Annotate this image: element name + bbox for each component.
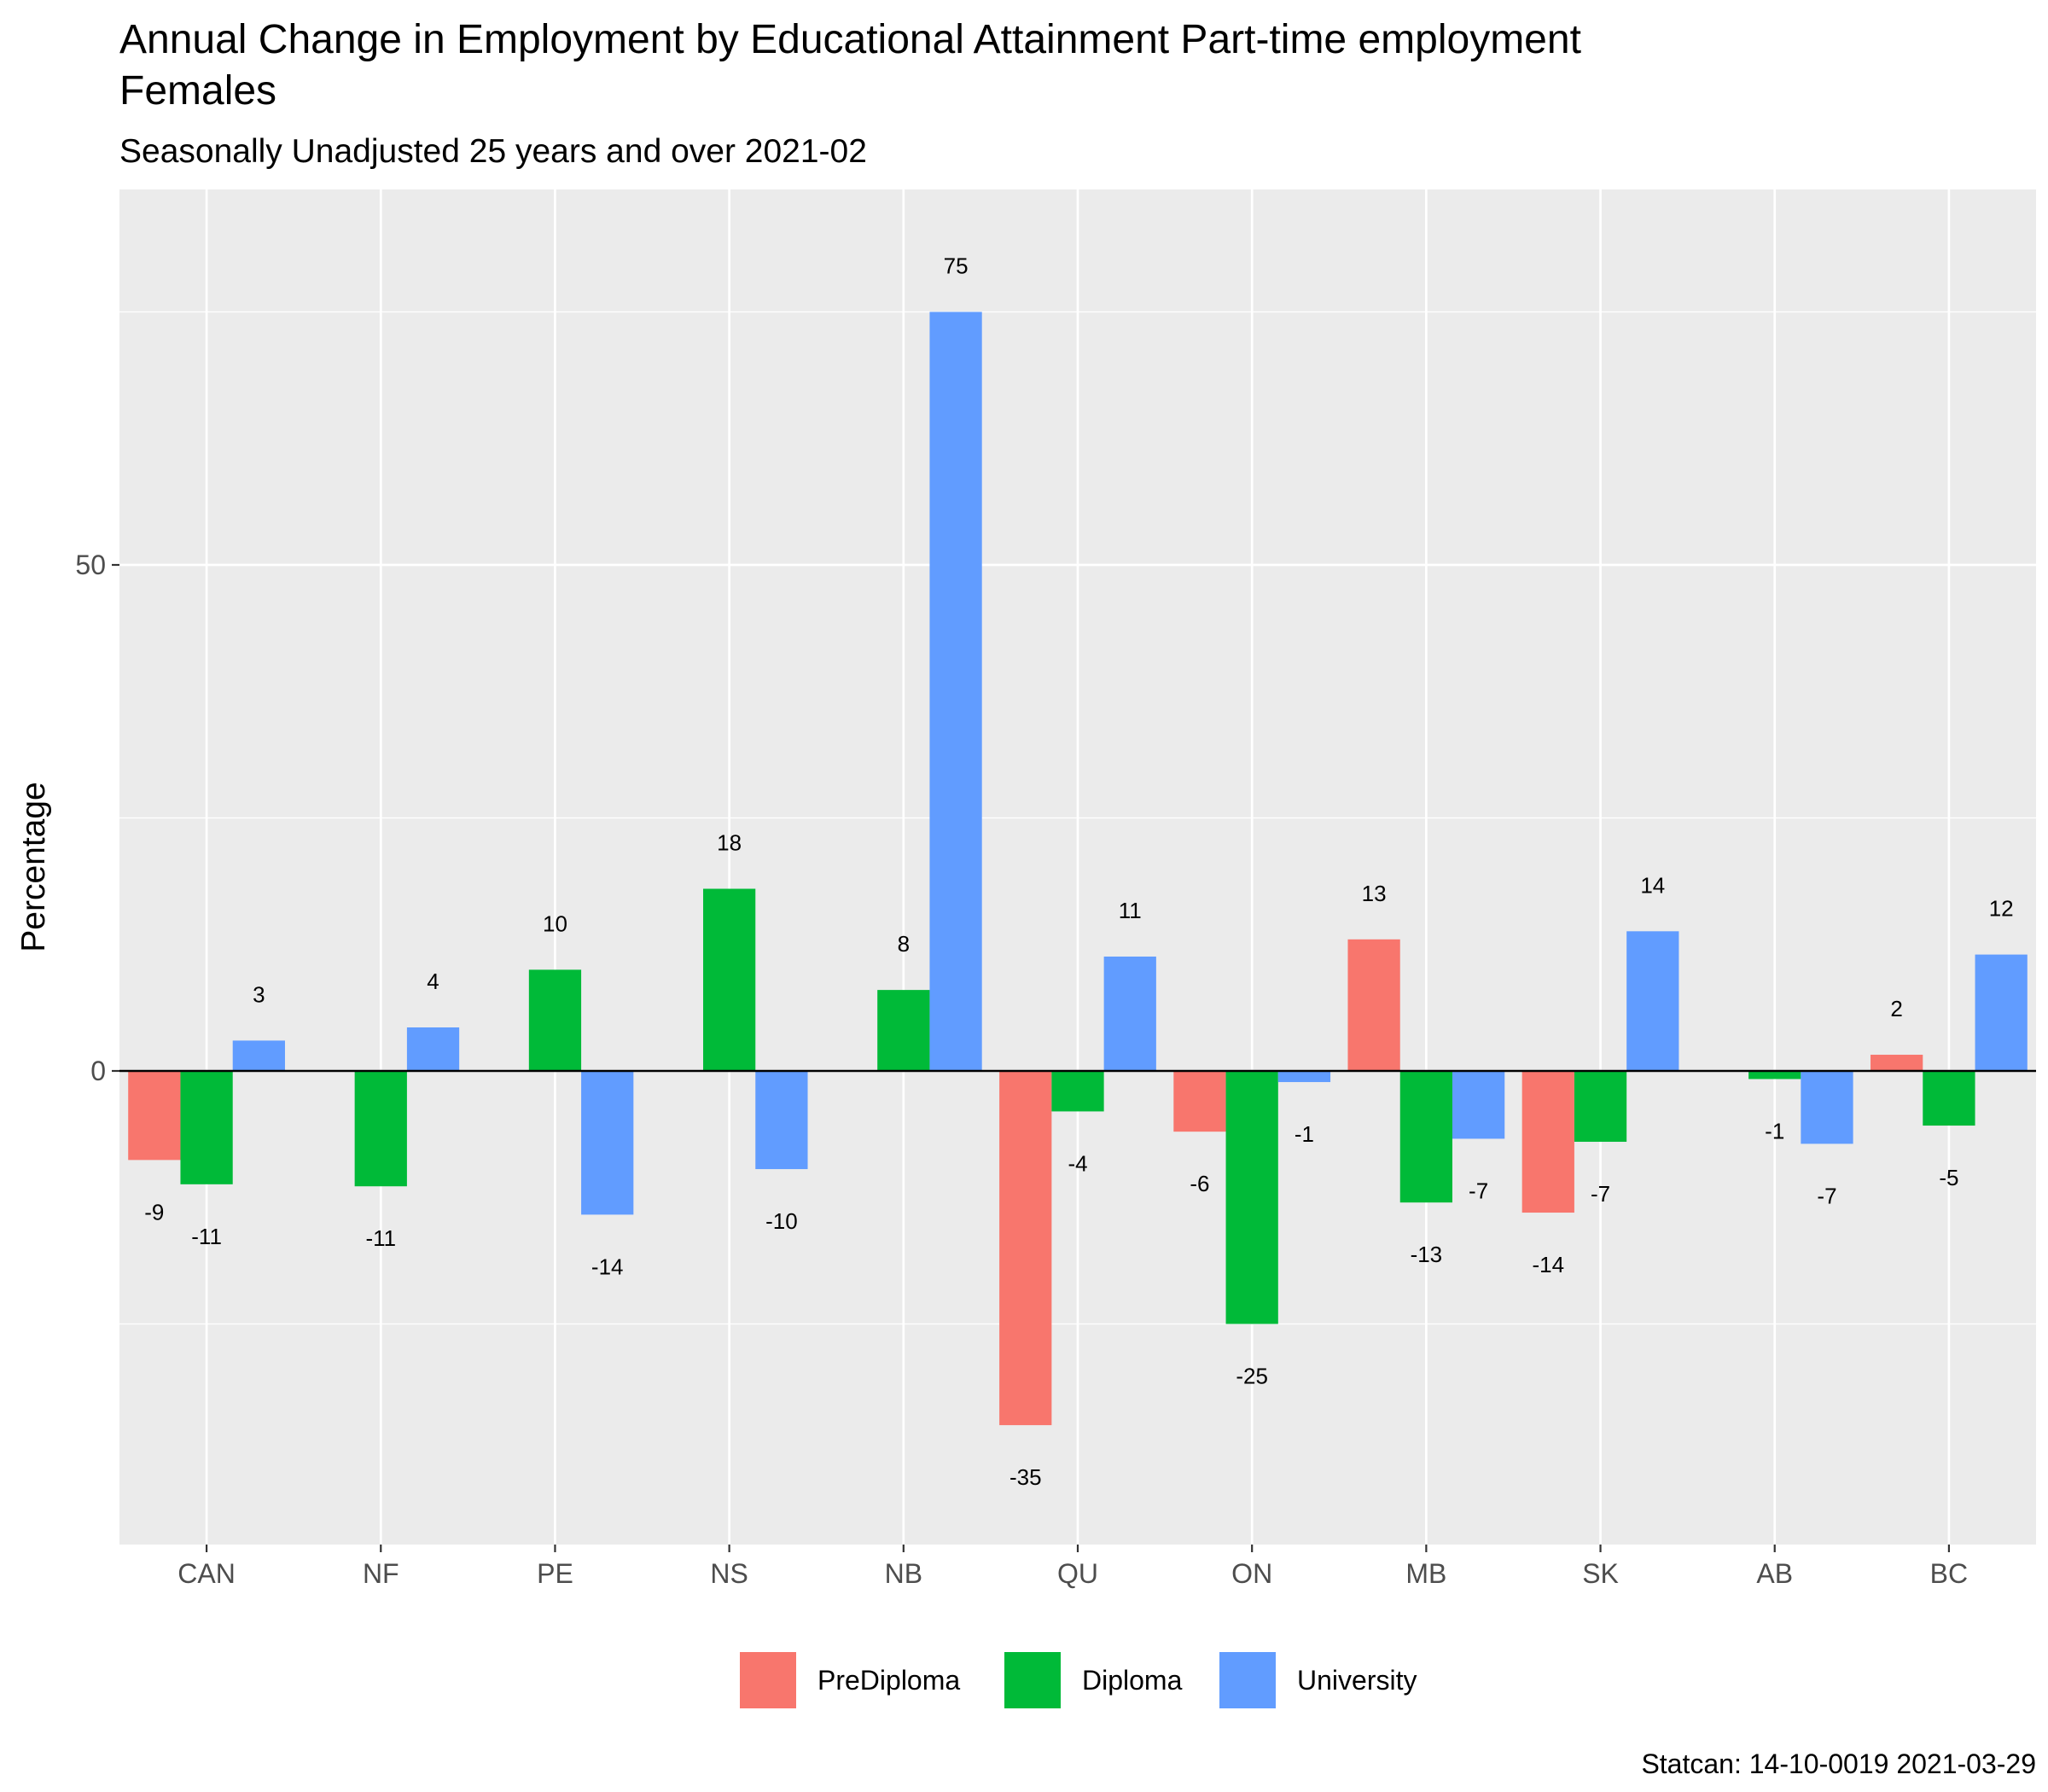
data-label-diploma-bc: -5	[1939, 1165, 1958, 1190]
bars	[128, 311, 2028, 1426]
data-label-prediploma-sk: -14	[1533, 1252, 1565, 1277]
data-label-diploma-pe: 10	[543, 911, 567, 936]
bar-prediploma-can	[128, 1071, 181, 1161]
data-label-diploma-nf: -11	[365, 1225, 396, 1251]
bar-diploma-bc	[1923, 1071, 1975, 1126]
data-label-university-bc: 12	[1989, 896, 2014, 922]
data-label-diploma-mb: -13	[1411, 1242, 1443, 1267]
axes: 0 50 CAN NF PE NS NB QU ON MB SK AB BC	[75, 550, 1968, 1589]
x-tick-label-bc: BC	[1930, 1558, 1968, 1589]
bar-diploma-can	[180, 1071, 233, 1184]
data-label-university-ns: -10	[765, 1208, 798, 1234]
bar-diploma-nf	[354, 1071, 407, 1187]
bar-university-ab	[1801, 1071, 1853, 1144]
data-label-diploma-qu: -4	[1068, 1150, 1087, 1176]
bar-university-pe	[581, 1071, 634, 1215]
bar-diploma-mb	[1399, 1071, 1452, 1203]
y-axis-title: Percentage	[15, 782, 52, 951]
x-tick-label-mb: MB	[1405, 1558, 1446, 1589]
bar-diploma-qu	[1051, 1071, 1104, 1112]
data-label-diploma-nb: 8	[898, 931, 910, 957]
chart-title-line1: Annual Change in Employment by Education…	[119, 17, 1581, 62]
data-label-university-on: -1	[1295, 1121, 1314, 1147]
bar-university-sk	[1626, 931, 1679, 1071]
data-label-diploma-ns: 18	[717, 830, 742, 856]
data-label-prediploma-mb: 13	[1362, 881, 1387, 906]
data-label-prediploma-qu: -35	[1009, 1464, 1042, 1490]
data-label-prediploma-can: -9	[144, 1199, 164, 1225]
bar-prediploma-bc	[1871, 1055, 1923, 1071]
chart-title-line2: Females	[119, 68, 276, 113]
legend-label-university: University	[1297, 1665, 1417, 1696]
bar-university-can	[232, 1040, 285, 1071]
bar-diploma-nb	[877, 990, 930, 1071]
x-tick-label-on: ON	[1231, 1558, 1272, 1589]
x-tick-label-pe: PE	[537, 1558, 573, 1589]
legend: PreDiploma Diploma University	[738, 1650, 1417, 1710]
bar-prediploma-qu	[999, 1071, 1052, 1426]
bar-diploma-on	[1225, 1071, 1278, 1324]
data-label-diploma-ab: -1	[1765, 1118, 1784, 1143]
bar-university-ns	[755, 1071, 808, 1170]
chart-caption: Statcan: 14-10-0019 2021-03-29	[1641, 1748, 2036, 1779]
legend-label-diploma: Diploma	[1082, 1665, 1183, 1696]
bar-university-qu	[1103, 956, 1156, 1071]
data-label-university-mb: -7	[1469, 1178, 1488, 1203]
chart-subtitle: Seasonally Unadjusted 25 years and over …	[119, 133, 867, 170]
bar-prediploma-mb	[1347, 939, 1400, 1071]
legend-key-diploma	[1003, 1650, 1062, 1710]
bar-university-on	[1277, 1071, 1331, 1083]
x-tick-label-nb: NB	[885, 1558, 922, 1589]
bar-diploma-pe	[528, 969, 582, 1071]
bar-university-bc	[1975, 954, 2028, 1071]
y-tick-label: 0	[90, 1056, 106, 1086]
x-tick-label-can: CAN	[177, 1558, 236, 1589]
y-tick-label: 50	[75, 550, 106, 580]
legend-key-prediploma	[738, 1650, 798, 1710]
bar-diploma-sk	[1574, 1071, 1627, 1143]
data-label-prediploma-bc: 2	[1890, 996, 1902, 1021]
data-label-university-qu: 11	[1119, 898, 1142, 923]
x-tick-label-sk: SK	[1582, 1558, 1619, 1589]
bar-university-nb	[929, 311, 982, 1071]
data-label-university-pe: -14	[591, 1254, 624, 1279]
data-label-university-nb: 75	[944, 253, 969, 279]
data-label-university-ab: -7	[1817, 1183, 1836, 1208]
data-label-diploma-on: -25	[1236, 1364, 1268, 1389]
data-label-university-can: 3	[253, 981, 265, 1007]
bar-university-mb	[1452, 1071, 1505, 1139]
bar-university-nf	[406, 1027, 460, 1071]
legend-key-university	[1218, 1650, 1277, 1710]
data-label-university-nf: 4	[427, 969, 439, 994]
x-tick-label-ab: AB	[1756, 1558, 1793, 1589]
x-tick-label-nf: NF	[363, 1558, 399, 1589]
bar-diploma-ab	[1748, 1071, 1801, 1079]
data-label-university-sk: 14	[1640, 872, 1665, 898]
grid-lines	[119, 189, 2036, 1545]
x-tick-label-ns: NS	[710, 1558, 748, 1589]
bar-prediploma-sk	[1521, 1071, 1574, 1213]
legend-label-prediploma: PreDiploma	[817, 1665, 960, 1696]
data-label-diploma-can: -11	[191, 1224, 222, 1249]
bar-diploma-ns	[703, 888, 756, 1071]
data-label-diploma-sk: -7	[1591, 1181, 1610, 1207]
x-tick-label-qu: QU	[1057, 1558, 1098, 1589]
data-labels: -9-113-11410-1418-10875-35-411-6-25-113-…	[144, 253, 2013, 1491]
data-label-prediploma-on: -6	[1190, 1171, 1209, 1196]
bar-prediploma-on	[1173, 1071, 1226, 1132]
